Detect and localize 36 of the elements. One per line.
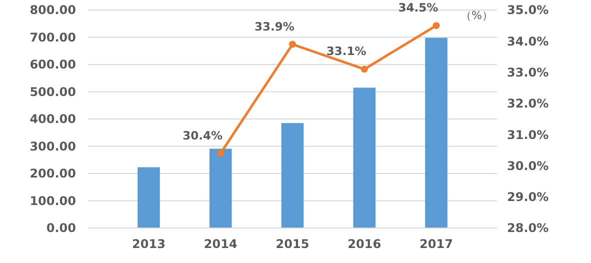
y-tick-label: 700.00	[30, 30, 76, 44]
data-label: 33.1%	[326, 44, 367, 58]
y2-tick-label: 34.0%	[507, 34, 549, 48]
data-label: 30.4%	[182, 128, 224, 142]
bar	[138, 167, 160, 228]
y-tick-label: 500.00	[30, 84, 76, 99]
y2-tick-label: 33.0%	[507, 65, 549, 80]
y2-axis-title: （%）	[460, 8, 493, 22]
x-tick-label: 2016	[348, 237, 382, 251]
y-tick-label: 200.00	[30, 166, 76, 181]
point	[432, 22, 440, 30]
data-label: 33.9%	[254, 19, 295, 34]
bar	[281, 123, 304, 228]
y-tick-label: 600.00	[30, 58, 76, 72]
point	[360, 66, 368, 73]
x-tick-label: 2015	[276, 237, 310, 251]
x-tick-label: 2017	[420, 237, 453, 251]
y2-tick-label: 29.0%	[507, 190, 549, 204]
x-tick-label: 2014	[204, 237, 238, 251]
y2-tick-label: 31.0%	[507, 128, 549, 142]
y-tick-label: 800.00	[30, 3, 76, 18]
bar	[353, 88, 376, 228]
y2-tick-label: 28.0%	[507, 221, 549, 236]
x-tick-label: 2013	[132, 237, 166, 251]
y-tick-label: 400.00	[30, 112, 76, 126]
point	[289, 40, 296, 48]
bar	[425, 38, 448, 228]
data-label: 34.5%	[398, 0, 439, 15]
y-tick-label: 300.00	[30, 139, 76, 154]
y2-tick-label: 35.0%	[507, 3, 549, 18]
y2-tick-label: 30.0%	[507, 158, 549, 173]
point	[217, 150, 224, 157]
bar	[209, 148, 232, 228]
y-tick-label: 100.00	[30, 194, 76, 208]
y-tick-label: 0.00	[46, 221, 76, 236]
y2-tick-label: 32.0%	[507, 96, 549, 111]
